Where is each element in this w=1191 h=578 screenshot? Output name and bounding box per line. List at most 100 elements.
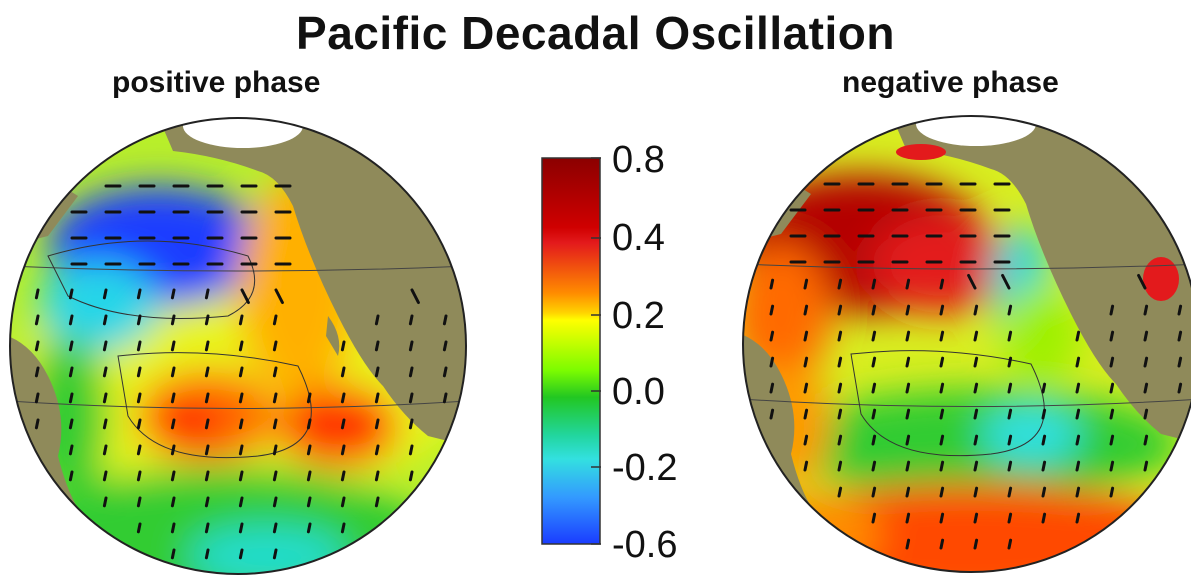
- wind-vector-arrow: [136, 288, 142, 300]
- wind-vector-arrow: [905, 460, 911, 472]
- wind-vector-arrow: [1007, 434, 1013, 446]
- wind-vector-arrow: [1143, 356, 1149, 368]
- wind-vector-arrow: [408, 314, 414, 326]
- colorbar-tick: -0.6: [612, 524, 678, 566]
- wind-vector-arrow: [136, 418, 142, 430]
- figure-title: Pacific Decadal Oscillation: [296, 7, 895, 59]
- wind-vector-arrow: [1143, 408, 1149, 420]
- wind-vector-arrow: [1109, 434, 1115, 446]
- wind-vector-arrow: [272, 366, 278, 378]
- wind-vector-arrow: [1143, 382, 1149, 394]
- wind-vector-arrow: [34, 314, 40, 326]
- wind-vector-arrow: [769, 278, 775, 290]
- wind-vector-arrow: [837, 304, 843, 316]
- wind-vector-arrow: [102, 496, 108, 508]
- wind-vector-arrow: [68, 314, 74, 326]
- wind-vector-arrow: [939, 408, 945, 420]
- wind-vector-arrow: [68, 340, 74, 352]
- wind-vector-arrow: [1143, 304, 1149, 316]
- wind-vector-arrow: [102, 444, 108, 456]
- colorbar-tick: -0.2: [612, 447, 678, 489]
- wind-vector-arrow: [68, 444, 74, 456]
- wind-vector-arrow: [837, 382, 843, 394]
- wind-vector-arrow: [837, 356, 843, 368]
- wind-vector-arrow: [34, 418, 40, 430]
- wind-vector-arrow: [408, 340, 414, 352]
- wind-vector-arrow: [1007, 512, 1013, 524]
- wind-vector-arrow: [170, 392, 176, 404]
- wind-vector-arrow: [837, 486, 843, 498]
- wind-vector-arrow: [803, 304, 809, 316]
- wind-vector-arrow: [871, 356, 877, 368]
- wind-vector-arrow: [272, 522, 278, 534]
- wind-vector-arrow: [272, 418, 278, 430]
- wind-vector-arrow: [1041, 382, 1047, 394]
- wind-vector-arrow: [803, 460, 809, 472]
- wind-vector-arrow: [1075, 382, 1081, 394]
- wind-vector-arrow: [170, 340, 176, 352]
- wind-vector-arrow: [238, 470, 244, 482]
- wind-vector-arrow: [939, 278, 945, 290]
- wind-vector-arrow: [939, 382, 945, 394]
- wind-vector-arrow: [837, 278, 843, 290]
- wind-vector-arrow: [238, 340, 244, 352]
- wind-vector-arrow: [905, 304, 911, 316]
- wind-vector-arrow: [1109, 460, 1115, 472]
- wind-vector-arrow: [170, 444, 176, 456]
- wind-vector-arrow: [102, 340, 108, 352]
- wind-vector-arrow: [170, 418, 176, 430]
- wind-vector-arrow: [136, 470, 142, 482]
- wind-vector-arrow: [204, 314, 210, 326]
- wind-vector-arrow: [1075, 512, 1081, 524]
- wind-vector-arrow: [408, 470, 414, 482]
- wind-vector-arrow: [1001, 274, 1011, 290]
- wind-vector-arrow: [871, 330, 877, 342]
- wind-vector-arrow: [374, 366, 380, 378]
- wind-vector-arrow: [1109, 304, 1115, 316]
- wind-vector-arrow: [803, 330, 809, 342]
- wind-vector-arrow: [769, 304, 775, 316]
- wind-vector-arrow: [240, 288, 250, 304]
- wind-vector-arrow: [34, 366, 40, 378]
- wind-vector-arrow: [34, 288, 40, 300]
- wind-vector-arrow: [238, 366, 244, 378]
- wind-vector-arrow: [939, 304, 945, 316]
- wind-vector-arrow: [905, 512, 911, 524]
- wind-vector-arrow: [374, 392, 380, 404]
- wind-vector-arrow: [272, 444, 278, 456]
- wind-vector-arrow: [1007, 486, 1013, 498]
- wind-vector-arrow: [967, 274, 977, 290]
- wind-vector-arrow: [905, 382, 911, 394]
- wind-vector-arrow: [136, 366, 142, 378]
- wind-vector-arrow: [1137, 274, 1147, 290]
- wind-vector-arrow: [238, 548, 244, 560]
- wind-vector-arrow: [102, 418, 108, 430]
- wind-vector-arrow: [306, 392, 312, 404]
- wind-vector-arrow: [1109, 382, 1115, 394]
- wind-vector-arrow: [769, 356, 775, 368]
- wind-vector-arrow: [306, 418, 312, 430]
- wind-vector-arrow: [1041, 512, 1047, 524]
- wind-vector-arrow: [1007, 356, 1013, 368]
- wind-vector-arrow: [939, 330, 945, 342]
- colorbar-tick: 0.8: [612, 139, 665, 181]
- wind-vector-arrow: [204, 496, 210, 508]
- wind-vector-arrow: [306, 496, 312, 508]
- wind-vector-arrow: [837, 460, 843, 472]
- wind-vector-arrow: [973, 460, 979, 472]
- wind-vector-arrow: [68, 288, 74, 300]
- wind-vector-arrow: [204, 392, 210, 404]
- wind-vector-arrow: [1177, 330, 1183, 342]
- wind-vector-arrow: [1075, 408, 1081, 420]
- wind-vector-arrow: [374, 340, 380, 352]
- wind-vector-arrow: [272, 470, 278, 482]
- wind-vector-arrow: [803, 382, 809, 394]
- wind-vector-arrow: [374, 444, 380, 456]
- wind-vector-arrow: [939, 538, 945, 550]
- wind-vector-arrow: [1109, 486, 1115, 498]
- wind-vector-arrow: [1075, 434, 1081, 446]
- wind-vector-arrow: [34, 340, 40, 352]
- wind-vector-arrow: [340, 340, 346, 352]
- wind-vector-arrow: [769, 330, 775, 342]
- wind-vector-arrow: [905, 486, 911, 498]
